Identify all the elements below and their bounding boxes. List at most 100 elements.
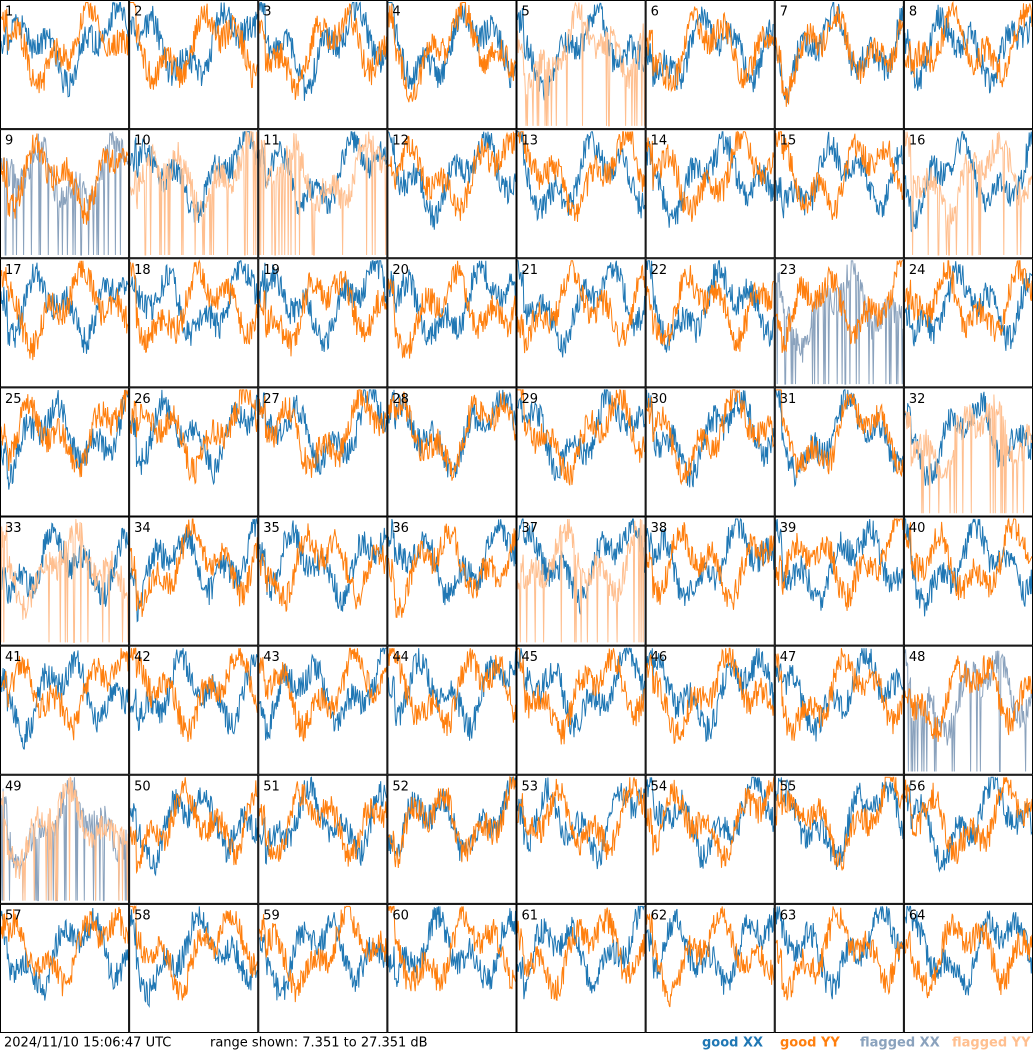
panel: 50 (129, 774, 259, 904)
panel: 28 (387, 387, 517, 517)
xx-trace (646, 648, 775, 743)
panel-label: 28 (392, 392, 409, 407)
panel-border (258, 774, 388, 904)
panel: 9 (0, 129, 130, 259)
yy-trace (775, 6, 904, 107)
panel-border (258, 258, 388, 388)
panel-border (774, 129, 904, 259)
panel: 25 (0, 387, 130, 517)
panel-border (516, 129, 646, 259)
panel-label: 42 (134, 650, 151, 665)
panel-border (774, 774, 904, 904)
yy-trace (904, 913, 1033, 999)
panel-border (0, 129, 130, 259)
xx-trace (388, 2, 516, 90)
panel-border (0, 645, 130, 775)
panel-label: 38 (651, 521, 668, 536)
panel: 27 (258, 387, 388, 517)
panel-border (129, 903, 259, 1033)
yy-trace (387, 905, 516, 992)
yy-trace (387, 131, 516, 221)
yy-trace (258, 781, 387, 867)
panel-label: 29 (522, 392, 539, 407)
panel-label: 34 (134, 521, 151, 536)
panel-label: 49 (5, 779, 22, 794)
panel: 40 (903, 516, 1033, 646)
panel-label: 50 (134, 779, 151, 794)
panel-label: 14 (651, 134, 668, 149)
xx-trace (129, 648, 258, 735)
panel: 4 (387, 0, 517, 130)
xx-trace (129, 389, 258, 486)
panel-label: 6 (651, 5, 659, 20)
panel: 15 (774, 129, 904, 259)
panel-label: 16 (909, 134, 926, 149)
xx-trace (0, 1, 129, 98)
yy-trace (775, 906, 904, 1001)
yy-trace (387, 391, 516, 481)
panel-border (774, 645, 904, 775)
panel-label: 64 (909, 908, 926, 923)
panel-border (903, 903, 1033, 1033)
panel-border (0, 0, 130, 130)
legend-entry: flagged YY (952, 1036, 1031, 1051)
panel: 56 (903, 774, 1033, 904)
xx-trace (387, 906, 516, 990)
panel-border (129, 516, 259, 646)
xx-trace (258, 776, 387, 866)
panel: 38 (645, 516, 775, 646)
yy-trace (129, 131, 258, 256)
yy-trace (517, 131, 646, 222)
panel: 6 (645, 0, 775, 130)
panel-border (645, 645, 775, 775)
yy-trace (129, 389, 258, 485)
xx-trace (517, 647, 646, 738)
panel-border (129, 0, 259, 130)
yy-trace (904, 394, 1033, 514)
panel: 2 (129, 0, 259, 130)
panel-label: 37 (522, 521, 539, 536)
panel-label: 22 (651, 263, 668, 278)
yy-trace (904, 655, 1033, 742)
yy-trace (646, 265, 775, 352)
panel-border (258, 903, 388, 1033)
panel: 57 (0, 903, 130, 1033)
panel: 3 (258, 0, 388, 130)
legend-entry: good XX (702, 1036, 763, 1051)
panel: 54 (645, 774, 775, 904)
panel-border (129, 387, 259, 517)
panel-border (0, 774, 130, 904)
yy-trace (258, 905, 387, 1003)
panel-label: 13 (522, 134, 539, 149)
panel-border (516, 903, 646, 1033)
xx-trace (904, 905, 1033, 996)
panel-border (645, 387, 775, 517)
panel: 36 (387, 516, 517, 646)
panel: 46 (645, 645, 775, 775)
panel-border (645, 0, 775, 130)
panel-label: 43 (263, 650, 280, 665)
xx-trace (258, 388, 387, 476)
yy-trace (387, 523, 516, 619)
yy-trace (517, 389, 646, 486)
panel-label: 54 (651, 779, 668, 794)
xx-trace (646, 131, 775, 228)
yy-trace (517, 518, 646, 643)
panel: 33 (0, 516, 130, 646)
panel-label: 41 (5, 650, 22, 665)
panel: 13 (516, 129, 646, 259)
panel-label: 3 (263, 5, 271, 20)
yy-trace (258, 3, 387, 100)
panel-border (645, 774, 775, 904)
panel: 8 (903, 0, 1033, 130)
panel-label: 5 (522, 5, 530, 20)
panel-label: 56 (909, 779, 926, 794)
xx-trace (0, 907, 129, 1001)
panel-label: 24 (909, 263, 926, 278)
xx-trace (387, 776, 516, 862)
panel-label: 36 (392, 521, 409, 536)
yy-trace (0, 260, 129, 361)
panel: 32 (903, 387, 1033, 517)
panel-label: 52 (392, 779, 409, 794)
yy-trace (129, 647, 258, 742)
